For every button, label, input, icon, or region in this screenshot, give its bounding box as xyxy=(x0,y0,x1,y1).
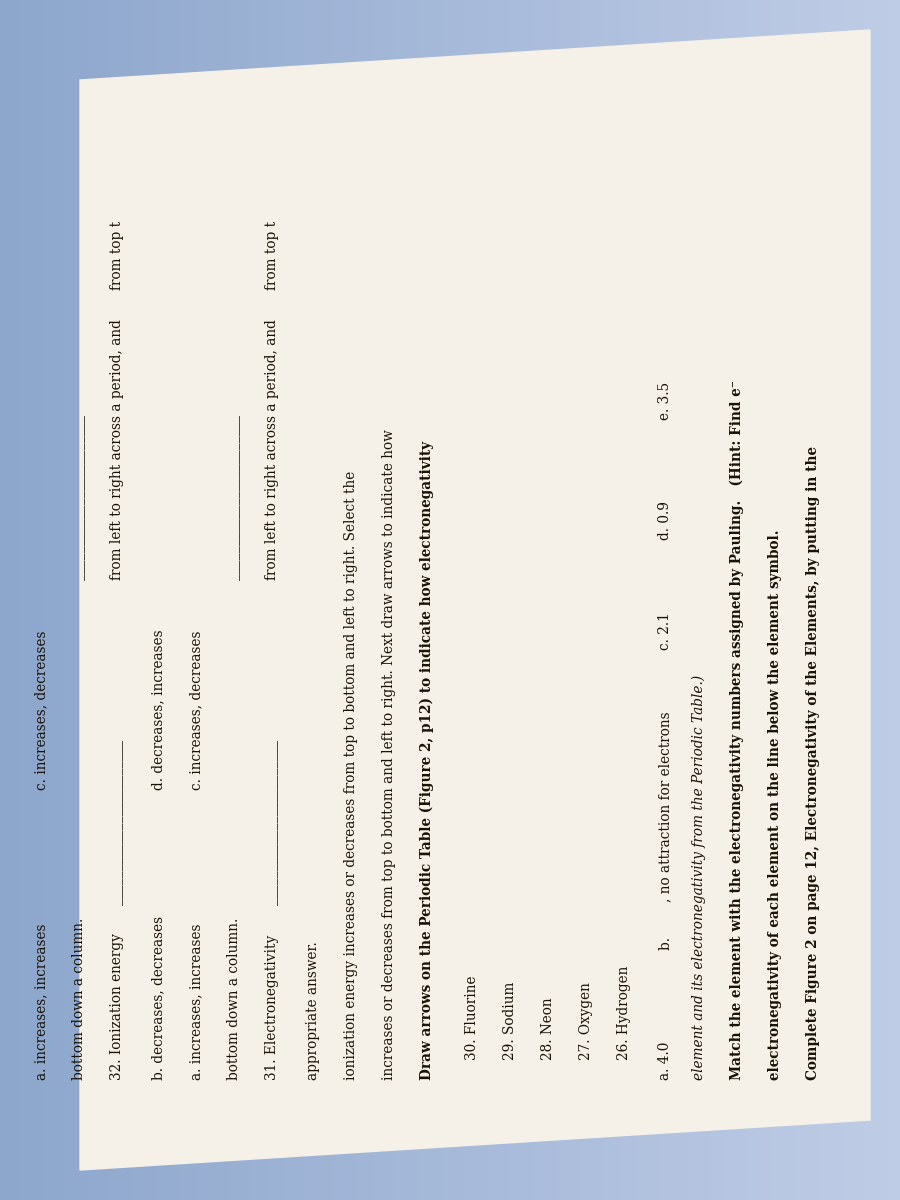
Text: ________________________: ________________________ xyxy=(110,740,124,905)
Text: ________________________: ________________________ xyxy=(227,415,241,580)
Text: Draw arrows on the Periodic Table (Figure 2, p12) to indicate how electronegativ: Draw arrows on the Periodic Table (Figur… xyxy=(419,440,434,1080)
Text: ________________________: ________________________ xyxy=(72,415,86,580)
Text: from top t: from top t xyxy=(110,221,124,290)
Text: a. increases, increases: a. increases, increases xyxy=(189,924,203,1080)
Text: appropriate answer.: appropriate answer. xyxy=(306,941,320,1080)
Text: c. 2.1: c. 2.1 xyxy=(658,612,672,650)
Text: c. increases, decreases: c. increases, decreases xyxy=(34,630,48,790)
Text: from left to right across a period, and: from left to right across a period, and xyxy=(265,319,279,580)
Polygon shape xyxy=(80,30,870,1170)
Text: d. 0.9: d. 0.9 xyxy=(658,502,672,540)
Text: e. 3.5: e. 3.5 xyxy=(658,382,672,420)
Text: 26. Hydrogen: 26. Hydrogen xyxy=(617,966,631,1060)
Text: b.        , no attraction for electrons: b. , no attraction for electrons xyxy=(658,712,672,950)
Text: 32. Ionization energy: 32. Ionization energy xyxy=(110,934,124,1080)
Text: ________________________: ________________________ xyxy=(265,740,279,905)
Text: Match the element with the electronegativity numbers assigned by Pauling.   (Hin: Match the element with the electronegati… xyxy=(730,380,744,1080)
Text: Complete Figure 2 on page 12, Electronegativity of the Elements, by putting in t: Complete Figure 2 on page 12, Electroneg… xyxy=(806,446,820,1080)
Text: bottom down a column.: bottom down a column. xyxy=(72,918,86,1080)
Text: ionization energy increases or decreases from top to bottom and left to right. S: ionization energy increases or decreases… xyxy=(344,470,358,1080)
Text: 31. Electronegativity: 31. Electronegativity xyxy=(265,935,279,1080)
Text: increases or decreases from top to bottom and left to right. Next draw arrows to: increases or decreases from top to botto… xyxy=(382,430,396,1080)
Text: bottom down a column.: bottom down a column. xyxy=(227,918,241,1080)
Text: element and its electronegativity from the Periodic Table.): element and its electronegativity from t… xyxy=(691,674,706,1080)
Text: electronegativity of each element on the line below the element symbol.: electronegativity of each element on the… xyxy=(768,529,782,1080)
Text: d. decreases, increases: d. decreases, increases xyxy=(151,629,165,790)
Text: 27. Oxygen: 27. Oxygen xyxy=(579,982,593,1060)
Text: from top t: from top t xyxy=(265,221,279,290)
Text: a. increases, increases: a. increases, increases xyxy=(34,924,48,1080)
Text: 29. Sodium: 29. Sodium xyxy=(503,982,517,1060)
Text: 30. Fluorine: 30. Fluorine xyxy=(465,976,479,1060)
Text: c. increases, decreases: c. increases, decreases xyxy=(189,630,203,790)
Text: from left to right across a period, and: from left to right across a period, and xyxy=(110,319,124,580)
Text: 28. Neon: 28. Neon xyxy=(541,997,555,1060)
Text: a. 4.0: a. 4.0 xyxy=(658,1042,672,1080)
Text: b. decreases, decreases: b. decreases, decreases xyxy=(151,916,165,1080)
